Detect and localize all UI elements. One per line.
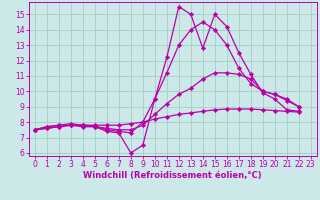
X-axis label: Windchill (Refroidissement éolien,°C): Windchill (Refroidissement éolien,°C): [84, 171, 262, 180]
